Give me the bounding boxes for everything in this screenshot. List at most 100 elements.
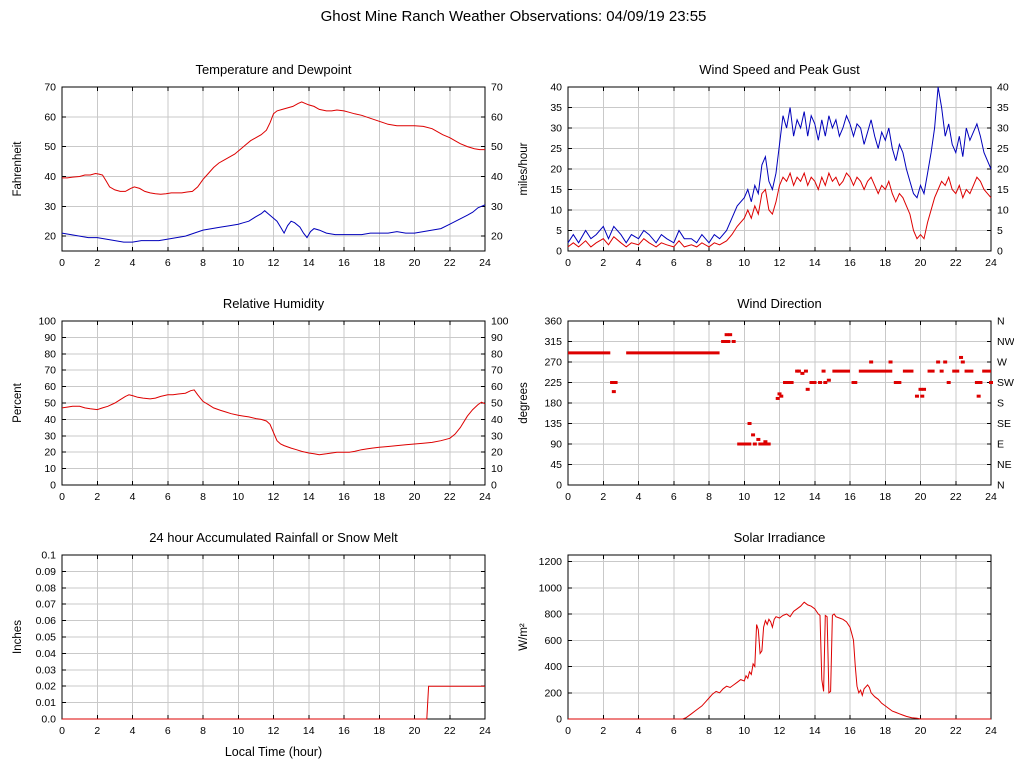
series-wind-direction-point	[763, 440, 768, 444]
x-tick-label: 24	[479, 725, 491, 737]
x-tick-label: 24	[985, 257, 997, 269]
y-tick-label-right: 50	[491, 141, 503, 153]
y-tick-label-right: S	[997, 398, 1004, 410]
x-tick-label: 6	[671, 491, 677, 503]
y-axis-label: Percent	[12, 382, 24, 422]
x-tick-label: 12	[774, 257, 786, 269]
x-tick-label: 18	[879, 491, 891, 503]
chart-panel-temperature-dewpoint: 0 2 4 6 8 10 12 14 16 18 20 22 24 20 20 30 30 40 40 50 50 60 6…	[8, 58, 508, 304]
series-wind-direction-point	[976, 394, 981, 398]
y-tick-label-right: NW	[997, 336, 1014, 348]
y-tick-label-left: 90	[550, 439, 562, 451]
y-tick-label-left: 45	[550, 459, 562, 471]
x-tick-label: 8	[200, 257, 206, 269]
y-tick-label-right: 40	[491, 414, 503, 426]
y-tick-label-right: 10	[491, 463, 503, 475]
series-wind-direction-point	[920, 394, 925, 398]
y-tick-label-left: 0.05	[36, 632, 57, 644]
y-tick-label-left: 40	[44, 171, 56, 183]
y-tick-label-right: 40	[997, 82, 1009, 94]
y-tick-label-left: 0	[556, 246, 562, 258]
y-tick-label-left: 10	[550, 205, 562, 217]
y-tick-label-right: 60	[491, 111, 503, 123]
x-tick-label: 22	[444, 725, 456, 737]
y-tick-label-left: 270	[544, 357, 562, 369]
y-tick-label-left: 35	[550, 102, 562, 114]
y-tick-label-right: E	[997, 439, 1004, 451]
y-tick-label-right: 10	[997, 205, 1009, 217]
x-tick-label: 14	[809, 257, 821, 269]
y-tick-label-left: 70	[44, 365, 56, 377]
series-solar-irradiance	[568, 601, 991, 720]
x-tick-label: 6	[671, 725, 677, 737]
y-tick-label-right: SW	[997, 377, 1014, 389]
chart-panel-wind-speed-gust: 0 2 4 6 8 10 12 14 16 18 20 22 24 0 0 5 5 10 10 15 15 20 20 25 2…	[514, 58, 1014, 304]
y-tick-label-left: 40	[550, 82, 562, 94]
series-wind-direction-point	[722, 340, 727, 343]
y-tick-label-left: 135	[544, 418, 562, 430]
x-tick-label: 22	[950, 257, 962, 269]
series-peak-gust	[567, 86, 992, 244]
series-wind-direction-point	[775, 396, 780, 400]
y-tick-label-left: 400	[544, 661, 562, 673]
y-tick-label-left: 0.09	[36, 566, 57, 578]
x-tick-label: 6	[671, 257, 677, 269]
series-wind-direction-point	[989, 381, 993, 384]
x-tick-label: 8	[706, 491, 712, 503]
x-tick-label: 6	[165, 725, 171, 737]
y-tick-label-left: 30	[550, 123, 562, 135]
x-tick-label: 4	[130, 257, 136, 269]
y-tick-label-left: 30	[44, 430, 56, 442]
series-wind-direction-point	[756, 437, 761, 441]
series-wind-direction-point	[818, 381, 823, 384]
chart-title: Relative Humidity	[223, 296, 325, 311]
series-wind-direction-point	[869, 360, 874, 364]
x-tick-label: 4	[636, 491, 642, 503]
y-tick-label-left: 50	[44, 398, 56, 410]
series-wind-direction-point	[779, 394, 784, 398]
y-tick-label-right: NE	[997, 459, 1012, 471]
x-tick-label: 12	[774, 725, 786, 737]
series-wind-direction-point	[747, 422, 752, 425]
x-tick-label: 16	[338, 725, 350, 737]
series-wind-direction-point	[821, 369, 826, 373]
x-tick-label: 20	[915, 725, 927, 737]
x-tick-label: 16	[338, 257, 350, 269]
y-tick-label-right: 70	[491, 365, 503, 377]
y-axis-label: W/m²	[518, 623, 530, 651]
chart-title: 24 hour Accumulated Rainfall or Snow Mel…	[149, 530, 398, 545]
series-wind-direction-point	[918, 387, 923, 391]
solar-irradiance-chart-canvas: 0 2 4 6 8 10 12 14 16 18 20 22 240200400600800100012…	[518, 530, 997, 737]
series-wind-direction-point	[914, 394, 919, 398]
y-tick-label-left: 0.1	[41, 550, 56, 562]
y-tick-label-right: 90	[491, 332, 503, 344]
x-tick-label: 18	[373, 725, 385, 737]
y-tick-label-left: 70	[44, 82, 56, 94]
y-tick-label-left: 15	[550, 184, 562, 196]
y-tick-label-left: 600	[544, 635, 562, 647]
x-tick-label: 2	[600, 491, 606, 503]
series-wind-direction-point	[805, 387, 810, 391]
x-tick-label: 0	[59, 725, 65, 737]
chart-panel-relative-humidity: 0 2 4 6 8 10 12 14 16 18 20 22 24 0 0 10 10 20 20 30 30 40 40 5…	[8, 292, 508, 538]
y-axis-label: Fahrenheit	[12, 141, 24, 197]
y-tick-label-right: 50	[491, 398, 503, 410]
x-tick-label: 20	[409, 257, 421, 269]
x-tick-label: 2	[600, 257, 606, 269]
x-tick-label: 20	[915, 257, 927, 269]
y-tick-label-right: 25	[997, 143, 1009, 155]
y-tick-label-right: 35	[997, 102, 1009, 114]
series-wind-direction-point	[724, 333, 729, 337]
series-wind-direction-point	[777, 392, 782, 396]
y-tick-label-right: 20	[491, 447, 503, 459]
series-relative-humidity	[61, 389, 486, 456]
series-wind-direction-point	[897, 381, 902, 384]
y-tick-label-left: 20	[550, 164, 562, 176]
x-tick-label: 22	[444, 257, 456, 269]
series-wind-direction-point	[888, 360, 893, 364]
series-wind-direction-point	[936, 360, 941, 364]
x-tick-label: 8	[200, 725, 206, 737]
x-tick-label: 4	[130, 725, 136, 737]
